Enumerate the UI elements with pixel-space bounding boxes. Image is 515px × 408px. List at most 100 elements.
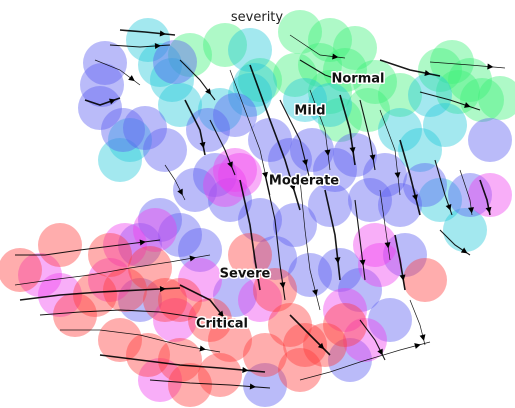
point-moderate — [173, 168, 217, 212]
point-normal — [436, 70, 480, 114]
point-moderate — [213, 93, 257, 137]
point-normal — [238, 58, 282, 102]
point-mild — [378, 108, 422, 152]
streamline-arrow — [289, 184, 296, 191]
point-moderate — [243, 363, 287, 407]
point-mild — [233, 63, 277, 107]
point-normal — [418, 48, 462, 92]
streamline-arrow — [349, 147, 356, 154]
point-moderate — [288, 253, 332, 297]
point-moderate — [123, 106, 167, 150]
point-mild — [308, 83, 352, 127]
streamline-arrow — [139, 239, 146, 246]
point-mild — [283, 78, 327, 122]
streamline-arrow — [424, 70, 431, 76]
point-moderate — [290, 128, 334, 172]
point-mild — [158, 83, 202, 127]
point-normal — [323, 48, 367, 92]
streamline-arrow — [399, 274, 406, 281]
streamline-arrow — [445, 204, 452, 211]
point-normal — [346, 88, 390, 132]
point-normal — [430, 40, 474, 84]
point-normal — [318, 98, 362, 142]
streamline-arrow — [377, 348, 383, 356]
streamline — [279, 99, 311, 181]
point-critical — [53, 293, 97, 337]
point-critical — [253, 268, 297, 312]
point-normal — [353, 60, 397, 104]
cluster-label-normal: Normal — [332, 72, 385, 87]
point-moderate — [313, 148, 357, 192]
point-severe — [138, 358, 182, 402]
streamline-arrow — [242, 367, 249, 373]
streamline-arrow — [312, 289, 318, 296]
point-moderate — [268, 138, 312, 182]
streamline-arrow — [324, 149, 331, 156]
point-normal — [478, 76, 515, 120]
point-moderate — [468, 118, 512, 162]
point-moderate — [338, 268, 382, 312]
streamline — [299, 341, 431, 381]
point-mild — [423, 103, 467, 147]
streamline-arrow — [154, 43, 161, 49]
streamline-arrow — [177, 188, 183, 196]
point-mild — [398, 128, 442, 172]
point-critical — [208, 318, 252, 362]
streamline-arrow — [369, 154, 376, 161]
streamline-arrow — [317, 342, 325, 350]
streamline — [379, 109, 401, 196]
streamline-arrow — [279, 282, 286, 289]
point-mild — [98, 138, 142, 182]
streamline-arrow — [254, 274, 261, 281]
point-severe — [323, 288, 367, 332]
point-critical — [126, 333, 170, 377]
streamline-arrow — [216, 318, 224, 325]
point-mild — [228, 73, 272, 117]
point-critical — [228, 233, 272, 277]
point-moderate — [153, 40, 197, 84]
point-moderate — [186, 108, 230, 152]
streamline-arrow — [302, 159, 308, 166]
point-severe — [178, 258, 222, 302]
point-critical — [323, 303, 367, 347]
point-severe — [468, 173, 512, 217]
streamline — [399, 139, 421, 216]
point-severe — [213, 148, 257, 192]
point-moderate — [193, 153, 237, 197]
cluster-label-moderate: Moderate — [269, 174, 339, 189]
streamline-arrow — [199, 345, 206, 352]
streamline-arrow — [487, 63, 494, 70]
streamline-arrow — [227, 161, 233, 169]
point-moderate — [213, 273, 257, 317]
point-normal — [298, 43, 342, 87]
streamline-arrow — [419, 334, 426, 341]
point-critical — [403, 258, 447, 302]
point-moderate — [328, 338, 372, 382]
point-critical — [243, 333, 287, 377]
streamline-arrow — [384, 242, 391, 249]
streamline — [324, 189, 341, 281]
point-critical — [198, 353, 242, 397]
point-mild — [150, 58, 194, 102]
streamline — [19, 287, 181, 301]
streamline-arrow — [159, 286, 166, 292]
point-normal — [448, 58, 492, 102]
point-mild — [198, 88, 242, 132]
point-severe — [103, 223, 147, 267]
point-moderate — [238, 198, 282, 242]
point-moderate — [78, 86, 122, 130]
point-severe — [238, 278, 282, 322]
point-moderate — [158, 213, 202, 257]
streamline-arrow — [332, 53, 339, 60]
streamline-arrow — [249, 383, 256, 390]
streamline-arrow — [485, 206, 492, 214]
point-severe — [203, 163, 247, 207]
point-moderate — [178, 228, 222, 272]
point-moderate — [378, 183, 422, 227]
point-moderate — [318, 248, 362, 292]
point-moderate — [101, 108, 145, 152]
cluster-label-critical: Critical — [196, 317, 248, 332]
point-severe — [153, 298, 197, 342]
streamline-arrow — [359, 259, 366, 266]
